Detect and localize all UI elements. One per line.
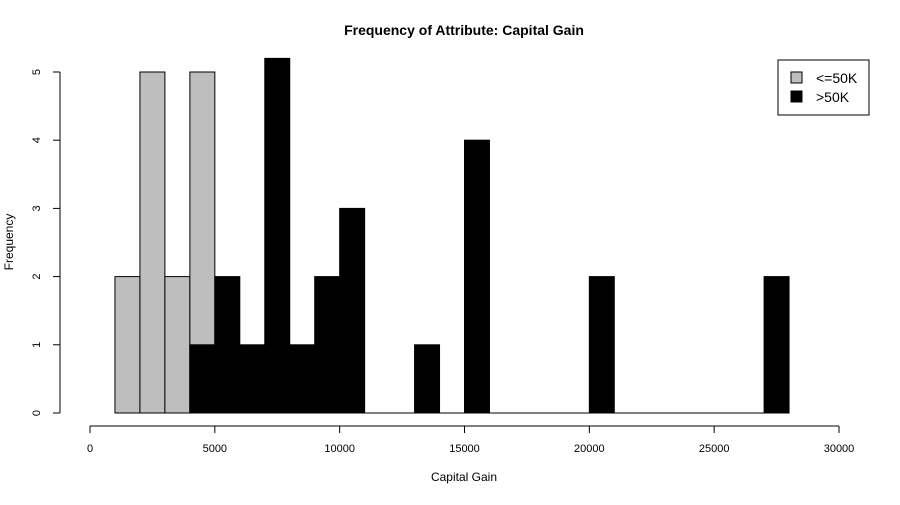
bar-gt50k-5000 <box>214 276 241 414</box>
bar-le50k-3000 <box>164 276 191 414</box>
chart-title: Frequency of Attribute: Capital Gain <box>344 22 584 38</box>
y-tick-label-5: 5 <box>31 69 43 75</box>
x-tick-label-5000: 5000 <box>203 443 227 455</box>
bar-le50k-1000 <box>114 276 141 414</box>
x-tick-label-25000: 25000 <box>699 443 730 455</box>
bar-gt50k-13000 <box>414 344 441 414</box>
y-axis: 0 1 2 3 4 5 <box>31 69 61 416</box>
bars-layer <box>114 57 790 414</box>
legend-label-le50k: <=50K <box>816 70 858 86</box>
x-axis-label: Capital Gain <box>431 470 497 484</box>
bar-gt50k-27000 <box>763 276 790 414</box>
bar-gt50k-20000 <box>588 276 615 414</box>
x-tick-label-10000: 10000 <box>324 443 355 455</box>
y-tick-label-3: 3 <box>31 205 43 211</box>
legend-label-gt50k: >50K <box>816 89 850 105</box>
bar-gt50k-4000 <box>189 344 216 414</box>
bar-gt50k-15000 <box>464 139 490 414</box>
x-tick-label-0: 0 <box>87 443 93 455</box>
bar-gt50k-8000 <box>289 344 316 414</box>
y-tick-label-4: 4 <box>31 137 43 143</box>
bar-le50k-2000 <box>139 71 166 414</box>
bar-gt50k-7000 <box>264 57 291 414</box>
bar-gt50k-9000 <box>314 276 341 414</box>
y-tick-label-1: 1 <box>31 342 43 348</box>
x-axis: 0 5000 10000 15000 20000 25000 30000 <box>87 425 855 455</box>
y-tick-label-2: 2 <box>31 274 43 280</box>
bar-gt50k-10000 <box>339 207 366 414</box>
legend: <=50K >50K <box>777 59 870 116</box>
x-tick-label-20000: 20000 <box>574 443 605 455</box>
bar-gt50k-6000 <box>239 344 266 414</box>
y-axis-label: Frequency <box>2 214 16 271</box>
x-tick-label-30000: 30000 <box>824 443 855 455</box>
legend-swatch-gt50k <box>790 90 803 103</box>
legend-swatch-le50k <box>790 71 803 84</box>
legend-box <box>777 59 870 116</box>
y-tick-label-0: 0 <box>31 410 43 416</box>
x-tick-label-15000: 15000 <box>449 443 480 455</box>
